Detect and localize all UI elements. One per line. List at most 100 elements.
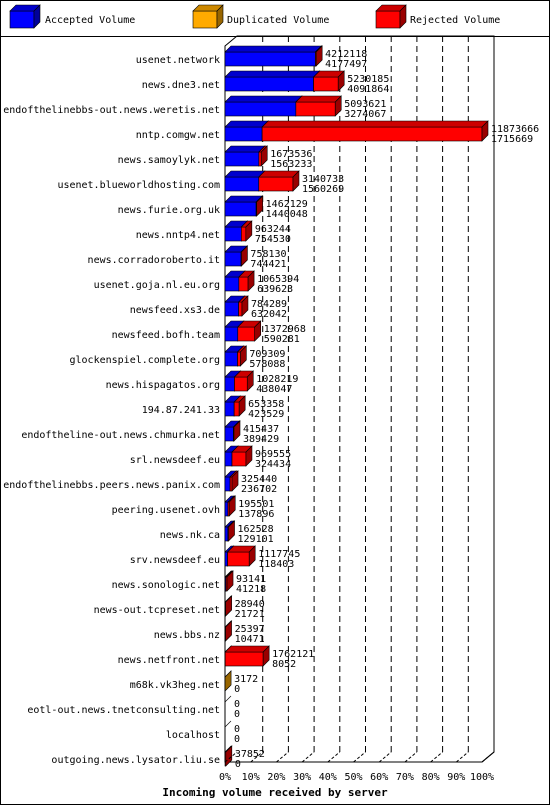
value-total: 1028219: [256, 374, 298, 385]
bar-segment-rejected: [261, 120, 489, 142]
row-label: news.hispagatos.org: [106, 380, 220, 391]
value-accepted: 137896: [238, 509, 274, 520]
bar-segment-rejected: [224, 745, 233, 767]
value-accepted: 754530: [255, 234, 291, 245]
value-total: 1372968: [264, 324, 306, 335]
x-tick-label: 0%: [219, 772, 231, 783]
bar-segment-rejected: [227, 520, 236, 542]
value-total: 25397: [235, 624, 265, 635]
value-total: 3172: [234, 674, 258, 685]
x-tick-label: 90%: [447, 772, 465, 783]
x-tick-label: 50%: [344, 772, 362, 783]
bar-segment-rejected: [225, 570, 234, 592]
x-tick-label: 100%: [470, 772, 494, 783]
bar-empty: [224, 720, 232, 728]
x-tick-label: 20%: [267, 772, 285, 783]
tick-mark-60: [378, 751, 392, 763]
value-total: 784289: [251, 299, 287, 310]
row-label: nntp.comgw.net: [136, 130, 220, 141]
value-accepted: 578088: [249, 359, 285, 370]
legend-swatch-box-accepted: [9, 4, 41, 29]
value-accepted: 423529: [248, 409, 284, 420]
row-label: newsfeed.bofh.team: [112, 330, 220, 341]
row-label: usenet.goja.nl.eu.org: [94, 280, 220, 291]
bar-segment-rejected: [224, 620, 233, 642]
bar-segment-rejected: [258, 145, 268, 167]
x-tick-label: 10%: [242, 772, 260, 783]
value-total: 11873666: [491, 124, 539, 135]
value-accepted: 4091864: [347, 84, 389, 95]
value-total: 28940: [235, 599, 265, 610]
bar-segment-rejected: [224, 595, 233, 617]
bar-segment-rejected: [233, 370, 254, 392]
row-label: eotl-out.news.tnetconsulting.net: [27, 705, 220, 716]
bar-segment-accepted: [224, 95, 303, 117]
tick-mark-80: [430, 751, 443, 763]
value-accepted: 389429: [243, 434, 279, 445]
bar-segment-rejected: [227, 495, 236, 517]
bar-empty: [224, 695, 232, 703]
row-label: news.nntp4.net: [136, 230, 220, 241]
value-total: 415437: [243, 424, 279, 435]
bar-segment-rejected: [258, 170, 300, 192]
bar-segment-rejected: [312, 70, 345, 92]
bar-segment-rejected: [226, 545, 256, 567]
legend-label-rejected: Rejected Volume: [410, 15, 500, 26]
bar-segment-rejected: [240, 220, 253, 242]
value-accepted: 41218: [236, 584, 266, 595]
value-accepted: 1440048: [266, 209, 308, 220]
legend-item-accepted: Accepted Volume: [9, 4, 135, 29]
value-accepted: 1563233: [270, 159, 312, 170]
value-accepted: 21721: [235, 609, 265, 620]
row-label: srl.newsdeef.eu: [130, 455, 220, 466]
row-label: srv.newsdeef.eu: [130, 555, 220, 566]
value-total: 758130: [250, 249, 286, 260]
value-accepted: 118403: [258, 559, 294, 570]
row-label: news.sonologic.net: [112, 580, 220, 591]
bar-segment-rejected: [314, 45, 323, 67]
bar-segment-rejected: [229, 470, 239, 492]
value-accepted: 324434: [255, 459, 291, 470]
row-label: outgoing.news.lysator.liu.se: [51, 755, 220, 766]
row-label: news.corradoroberto.it: [88, 255, 220, 266]
value-total: 1065394: [257, 274, 299, 285]
value-accepted: 1715669: [491, 134, 533, 145]
value-total: 93141: [236, 574, 266, 585]
value-accepted: 1560269: [302, 184, 344, 195]
x-tick-label: 40%: [319, 772, 337, 783]
value-total: 1762121: [272, 649, 314, 660]
value-accepted: 8052: [272, 659, 296, 670]
value-total: 3140733: [302, 174, 344, 185]
legend-item-rejected: Rejected Volume: [375, 4, 500, 29]
x-tick-label: 70%: [396, 772, 414, 783]
bars: [224, 45, 489, 767]
value-total: 0: [234, 724, 240, 735]
bar-segment-duplicated: [224, 670, 232, 692]
bar-segment-accepted: [224, 120, 269, 142]
bar-segment-rejected: [240, 245, 249, 267]
row-label: usenet.network: [136, 55, 220, 66]
legend-label-accepted: Accepted Volume: [45, 15, 135, 26]
bar-segment-rejected: [255, 195, 264, 217]
x-tick-label: 30%: [293, 772, 311, 783]
value-total: 5230185: [347, 74, 389, 85]
row-label: news.bbs.nz: [154, 630, 220, 641]
value-accepted: 10471: [235, 634, 265, 645]
value-accepted: 3274067: [344, 109, 386, 120]
legend-label-duplicated: Duplicated Volume: [227, 15, 329, 26]
tick-mark-10: [250, 751, 264, 763]
row-label: usenet.blueworldhosting.com: [57, 180, 220, 191]
row-label: news.nk.ca: [160, 530, 220, 541]
x-axis-ticks: 0% 10% 20% 30% 40% 50% 60% 70% 80% 90% 100%: [219, 751, 495, 783]
row-label: news.netfront.net: [118, 655, 220, 666]
row-label: news.dne3.net: [142, 80, 220, 91]
bar-segment-rejected: [236, 345, 248, 367]
row-label: glockenspiel.complete.org: [69, 355, 220, 366]
bar-segment-rejected: [233, 395, 246, 417]
row-label: endofthelinebbs.peers.news.panix.com: [3, 480, 220, 491]
value-total: 709309: [249, 349, 285, 360]
legend-item-duplicated: Duplicated Volume: [192, 4, 329, 29]
row-label: m68k.vk3heg.net: [130, 680, 220, 691]
bar-segment-rejected: [231, 445, 253, 467]
